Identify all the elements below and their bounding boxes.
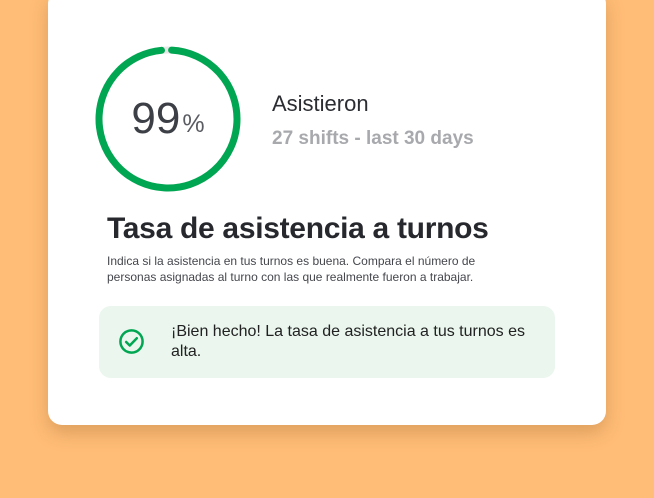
metric-subtitle: 27 shifts - last 30 days	[272, 128, 474, 149]
success-alert: ¡Bien hecho! La tasa de asistencia a tus…	[99, 306, 555, 378]
check-circle-icon	[119, 329, 144, 354]
description: Indica si la asistencia en tus turnos es…	[107, 254, 476, 284]
progress-ring	[95, 46, 241, 192]
percentage-display: 99 %	[95, 46, 241, 192]
percentage-value: 99	[131, 94, 181, 143]
metric-label: Asistieron	[272, 91, 369, 116]
percentage-unit: %	[182, 109, 205, 138]
ring-progress	[95, 46, 241, 192]
page-title: Tasa de asistencia a turnos	[107, 212, 489, 245]
alert-message: ¡Bien hecho! La tasa de asistencia a tus…	[171, 323, 525, 360]
